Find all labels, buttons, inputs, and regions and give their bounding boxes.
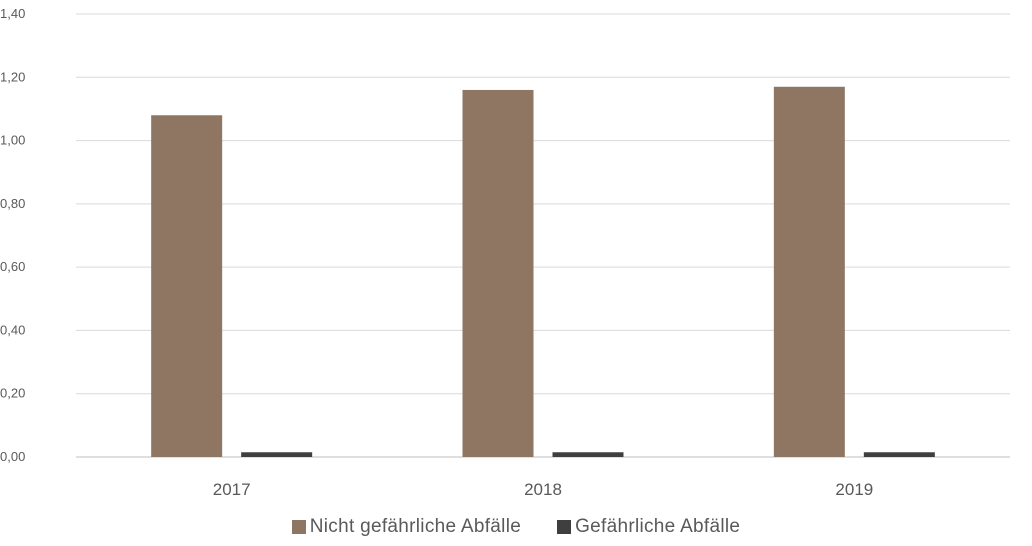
y-tick-label: 0,60 — [0, 259, 25, 274]
x-tick-label: 2019 — [835, 480, 873, 499]
bar-nicht-gefaehrliche-2017 — [151, 115, 223, 457]
bar-nicht-gefaehrliche-2018 — [462, 89, 534, 457]
legend: Nicht gefährliche Abfälle Gefährliche Ab… — [0, 516, 1032, 538]
x-tick-label: 2017 — [213, 480, 251, 499]
legend-label-gefaehrliche: Gefährliche Abfälle — [575, 516, 741, 537]
legend-item-nicht-gefaehrliche: Nicht gefährliche Abfälle — [291, 516, 522, 538]
bar-gefaehrliche-2018 — [552, 452, 624, 457]
bar-nicht-gefaehrliche-2019 — [773, 86, 845, 458]
bar-gefaehrliche-2019 — [863, 452, 935, 457]
legend-swatch-nicht-gefaehrliche — [291, 520, 306, 534]
y-tick-label: 1,00 — [0, 133, 25, 148]
y-tick-label: 0,20 — [0, 386, 25, 401]
y-tick-label: 0,40 — [0, 322, 25, 337]
x-tick-label: 2018 — [524, 480, 562, 499]
legend-label-nicht-gefaehrliche: Nicht gefährliche Abfälle — [309, 516, 522, 537]
y-tick-label: 1,20 — [0, 69, 25, 84]
bar-gefaehrliche-2017 — [241, 452, 313, 457]
legend-swatch-gefaehrliche — [557, 520, 572, 534]
y-tick-label: 0,00 — [0, 449, 25, 464]
y-tick-label: 0,80 — [0, 196, 25, 211]
bar-chart: 0,00 0,20 0,40 0,60 0,80 1,00 1,20 1,40 2017 2018… — [0, 6, 1010, 499]
y-tick-label: 1,40 — [0, 6, 25, 21]
legend-item-gefaehrliche: Gefährliche Abfälle — [557, 516, 740, 538]
